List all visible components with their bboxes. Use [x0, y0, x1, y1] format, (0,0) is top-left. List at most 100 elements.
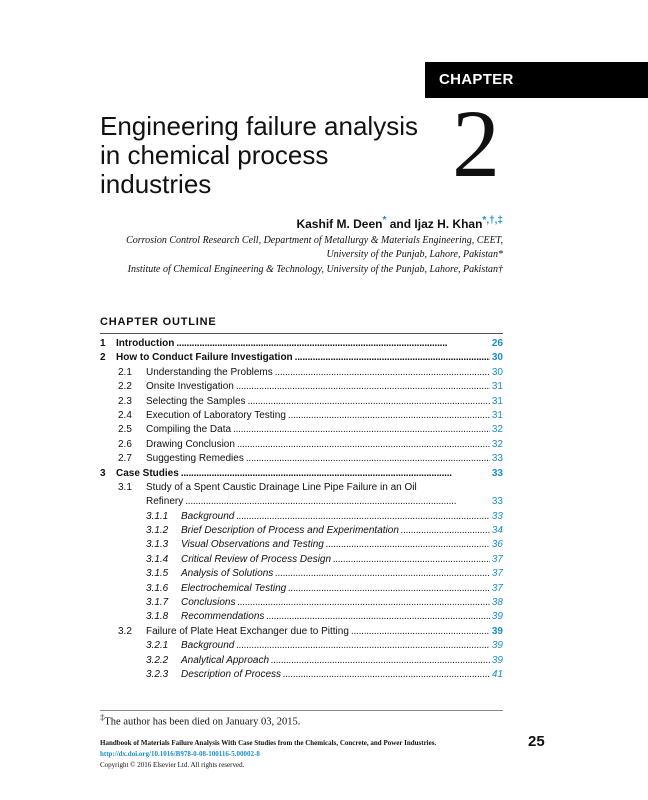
toc-entry[interactable]: 3.2.1 Background 39 [100, 639, 503, 653]
toc-number: 2.2 [118, 381, 132, 393]
chapter-banner: CHAPTER [425, 62, 648, 98]
affiliation-mark[interactable]: *,†,‡ [482, 215, 503, 226]
author-2[interactable]: Ijaz H. Khan [414, 217, 483, 231]
toc-number: 3.1 [118, 481, 132, 493]
toc-entry[interactable]: 2.1 Understanding the Problems 30 [100, 366, 503, 380]
toc-label[interactable]: Critical Review of Process Design [181, 553, 332, 565]
affiliation-mark[interactable]: * [382, 215, 387, 226]
toc-page-link[interactable]: 33 [491, 467, 503, 479]
footnote-mark: ‡ [100, 712, 105, 722]
affiliation-line: University of the Punjab, Lahore, Pakist… [326, 249, 503, 260]
toc-label[interactable]: Understanding the Problems [146, 366, 273, 378]
toc-page-link[interactable]: 39 [491, 640, 503, 652]
author-1[interactable]: Kashif M. Deen [296, 217, 383, 231]
toc-label[interactable]: Execution of Laboratory Testing [146, 409, 286, 421]
dot-leader [237, 596, 489, 610]
toc-label[interactable]: Introduction [116, 338, 175, 349]
toc-entry[interactable]: 3.1 Study of a Spent Caustic Drainage Lin… [100, 481, 503, 495]
toc-page-link[interactable]: 33 [491, 496, 503, 508]
dot-leader [333, 553, 490, 567]
toc-page-link[interactable]: 37 [491, 568, 503, 580]
toc-label[interactable]: Drawing Conclusion [146, 438, 235, 450]
toc-page-link[interactable]: 31 [491, 381, 503, 393]
toc-page-link[interactable]: 37 [491, 553, 503, 565]
toc-label[interactable]: Study of a Spent Caustic Drainage Line P… [146, 481, 417, 493]
book-title: Handbook of Materials Failure Analysis W… [100, 739, 437, 747]
toc-entry[interactable]: 3.1.4 Critical Review of Process Design 37 [100, 553, 503, 567]
toc-entry[interactable]: 3.1.1 Background 33 [100, 510, 503, 524]
toc-page-link[interactable]: 39 [491, 654, 503, 666]
toc-entry[interactable]: 3.1.3 Visual Observations and Testing 36 [100, 538, 503, 552]
toc-number: 2 [100, 352, 106, 364]
toc-page-link[interactable]: 41 [491, 668, 503, 680]
toc-page-link[interactable]: 36 [491, 539, 503, 551]
toc-label[interactable]: Electrochemical Testing [181, 582, 287, 594]
toc-page-link[interactable]: 31 [491, 395, 503, 407]
toc-entry[interactable]: 1 Introduction 26 [100, 337, 503, 351]
toc-page-link[interactable]: 39 [491, 611, 503, 623]
toc-number: 2.1 [118, 366, 132, 378]
toc-entry[interactable]: 3.1.5 Analysis of Solutions 37 [100, 567, 503, 581]
toc-label[interactable]: Onsite Investigation [146, 381, 234, 393]
toc-page-link[interactable]: 32 [491, 424, 503, 436]
outline-heading: CHAPTER OUTLINE [100, 316, 217, 328]
toc-label[interactable]: Background [181, 510, 235, 522]
toc-label[interactable]: Analysis of Solutions [181, 568, 274, 580]
toc-entry[interactable]: 2.4 Execution of Laboratory Testing 31 [100, 409, 503, 423]
toc-page-link[interactable]: 34 [491, 525, 503, 537]
toc-entry[interactable]: 2.7 Suggesting Remedies 33 [100, 452, 503, 466]
toc-entry[interactable]: 2 How to Conduct Failure Investigation 30 [100, 351, 503, 365]
toc-number: 3.2.1 [146, 640, 169, 652]
dot-leader [295, 351, 490, 365]
toc-entry[interactable]: 3.1.2 Brief Description of Process and Ex… [100, 524, 503, 538]
dot-leader [288, 409, 490, 423]
page-number: 25 [528, 733, 545, 750]
toc-page-link[interactable]: 26 [491, 338, 503, 349]
toc-label[interactable]: Suggesting Remedies [146, 453, 244, 465]
toc-label[interactable]: Recommendations [181, 611, 265, 623]
toc-entry[interactable]: 3.1.6 Electrochemical Testing 37 [100, 582, 503, 596]
dot-leader [246, 452, 490, 466]
dot-leader [185, 495, 490, 509]
toc-entry[interactable]: 3 Case Studies 33 [100, 467, 503, 481]
toc-label[interactable]: Description of Process [181, 668, 282, 680]
toc-label[interactable]: How to Conduct Failure Investigation [116, 352, 293, 364]
toc-label[interactable]: Brief Description of Process and Experim… [181, 525, 399, 537]
toc-page-link[interactable]: 33 [491, 453, 503, 465]
dot-leader [288, 582, 490, 596]
toc-number: 2.4 [118, 409, 132, 421]
toc-label[interactable]: Failure of Plate Heat Exchanger due to P… [146, 625, 349, 637]
toc-page-link[interactable]: 30 [491, 366, 503, 378]
toc-entry[interactable]: 3.2 Failure of Plate Heat Exchanger due t… [100, 625, 503, 639]
toc-label[interactable]: Background [181, 640, 235, 652]
toc-entry[interactable]: 2.5 Compiling the Data 32 [100, 423, 503, 437]
toc-page-link[interactable]: 32 [491, 438, 503, 450]
toc-entry[interactable]: Refinery 33 [100, 495, 503, 509]
toc-entry[interactable]: 3.1.8 Recommendations 39 [100, 610, 503, 624]
toc-entry[interactable]: 3.1.7 Conclusions 38 [100, 596, 503, 610]
toc-entry[interactable]: 2.2 Onsite Investigation 31 [100, 380, 503, 394]
toc-entry[interactable]: 2.6 Drawing Conclusion 32 [100, 438, 503, 452]
toc-page-link[interactable]: 38 [491, 597, 503, 609]
toc-label[interactable]: Analytical Approach [181, 654, 270, 666]
toc-number: 3.2.3 [146, 668, 169, 680]
toc-label[interactable]: Compiling the Data [146, 424, 232, 436]
toc-entry[interactable]: 3.2.3 Description of Process 41 [100, 668, 503, 682]
outline-divider [100, 333, 503, 334]
toc-page-link[interactable]: 33 [491, 510, 503, 522]
toc-page-link[interactable]: 31 [491, 409, 503, 421]
toc-page-link[interactable]: 37 [491, 582, 503, 594]
toc-label[interactable]: Selecting the Samples [146, 395, 246, 407]
toc-label[interactable]: Visual Observations and Testing [181, 539, 324, 551]
toc-entry[interactable]: 3.2.2 Analytical Approach 39 [100, 654, 503, 668]
toc-page-link[interactable]: 30 [491, 352, 503, 364]
toc-label[interactable]: Conclusions [181, 597, 236, 609]
doi-link[interactable]: http://dx.doi.org/10.1016/B978-0-08-1001… [100, 750, 260, 758]
toc-page-link[interactable]: 39 [491, 625, 503, 637]
toc-entry[interactable]: 2.3 Selecting the Samples 31 [100, 395, 503, 409]
toc-number: 3.1.4 [146, 553, 169, 565]
toc-label[interactable]: Refinery [146, 496, 184, 508]
toc-label[interactable]: Case Studies [116, 467, 179, 479]
dot-leader [248, 395, 490, 409]
